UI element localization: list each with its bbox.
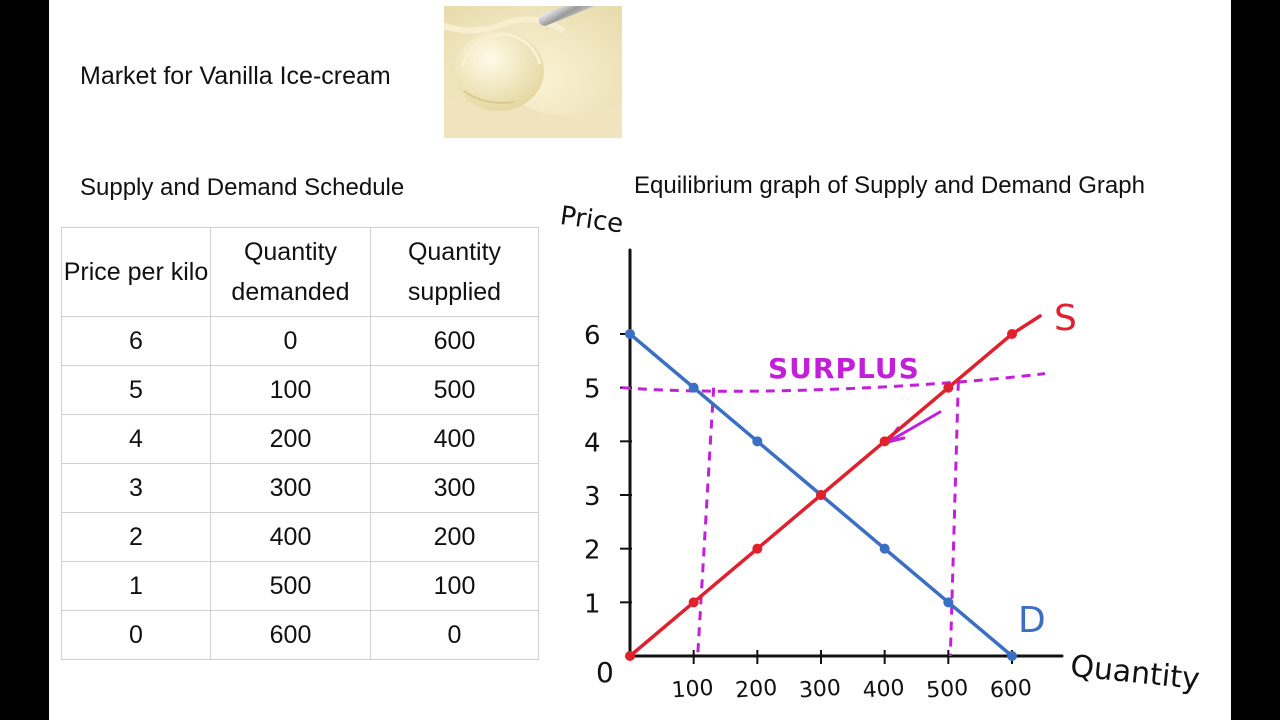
cell-demanded: 600: [210, 610, 371, 660]
header-quantity-supplied: Quantity supplied: [370, 227, 539, 317]
cell-demanded: 0: [210, 316, 371, 366]
slide: Market for Vanilla Ice-cream: [49, 0, 1231, 720]
schedule-table: Price per kilo Quantity demanded Quantit…: [61, 227, 539, 660]
cell-supplied: 300: [370, 463, 539, 513]
cell-price: 2: [61, 512, 211, 562]
cell-price: 3: [61, 463, 211, 513]
cell-demanded: 500: [210, 561, 371, 611]
table-row: 0 600 0: [61, 610, 539, 660]
cell-demanded: 400: [210, 512, 371, 562]
table-row: 1 500 100: [61, 561, 539, 611]
cell-supplied: 200: [370, 512, 539, 562]
table-row: 3 300 300: [61, 463, 539, 513]
graph-heading: Equilibrium graph of Supply and Demand G…: [634, 172, 1145, 199]
cell-demanded: 100: [210, 365, 371, 415]
cell-price: 1: [61, 561, 211, 611]
header-price: Price per kilo: [61, 227, 211, 317]
ice-cream-photo: [444, 6, 622, 138]
cell-supplied: 0: [370, 610, 539, 660]
cell-demanded: 200: [210, 414, 371, 464]
cell-supplied: 100: [370, 561, 539, 611]
header-quantity-demanded: Quantity demanded: [210, 227, 371, 317]
table-header-row: Price per kilo Quantity demanded Quantit…: [61, 227, 539, 317]
table-heading: Supply and Demand Schedule: [80, 174, 405, 201]
slide-title: Market for Vanilla Ice-cream: [80, 62, 391, 90]
cell-demanded: 300: [210, 463, 371, 513]
cell-price: 0: [61, 610, 211, 660]
cell-supplied: 500: [370, 365, 539, 415]
cell-price: 5: [61, 365, 211, 415]
cell-price: 4: [61, 414, 211, 464]
table-row: 2 400 200: [61, 512, 539, 562]
cell-supplied: 400: [370, 414, 539, 464]
cell-supplied: 600: [370, 316, 539, 366]
table-row: 6 0 600: [61, 316, 539, 366]
cell-price: 6: [61, 316, 211, 366]
table-row: 5 100 500: [61, 365, 539, 415]
table-row: 4 200 400: [61, 414, 539, 464]
